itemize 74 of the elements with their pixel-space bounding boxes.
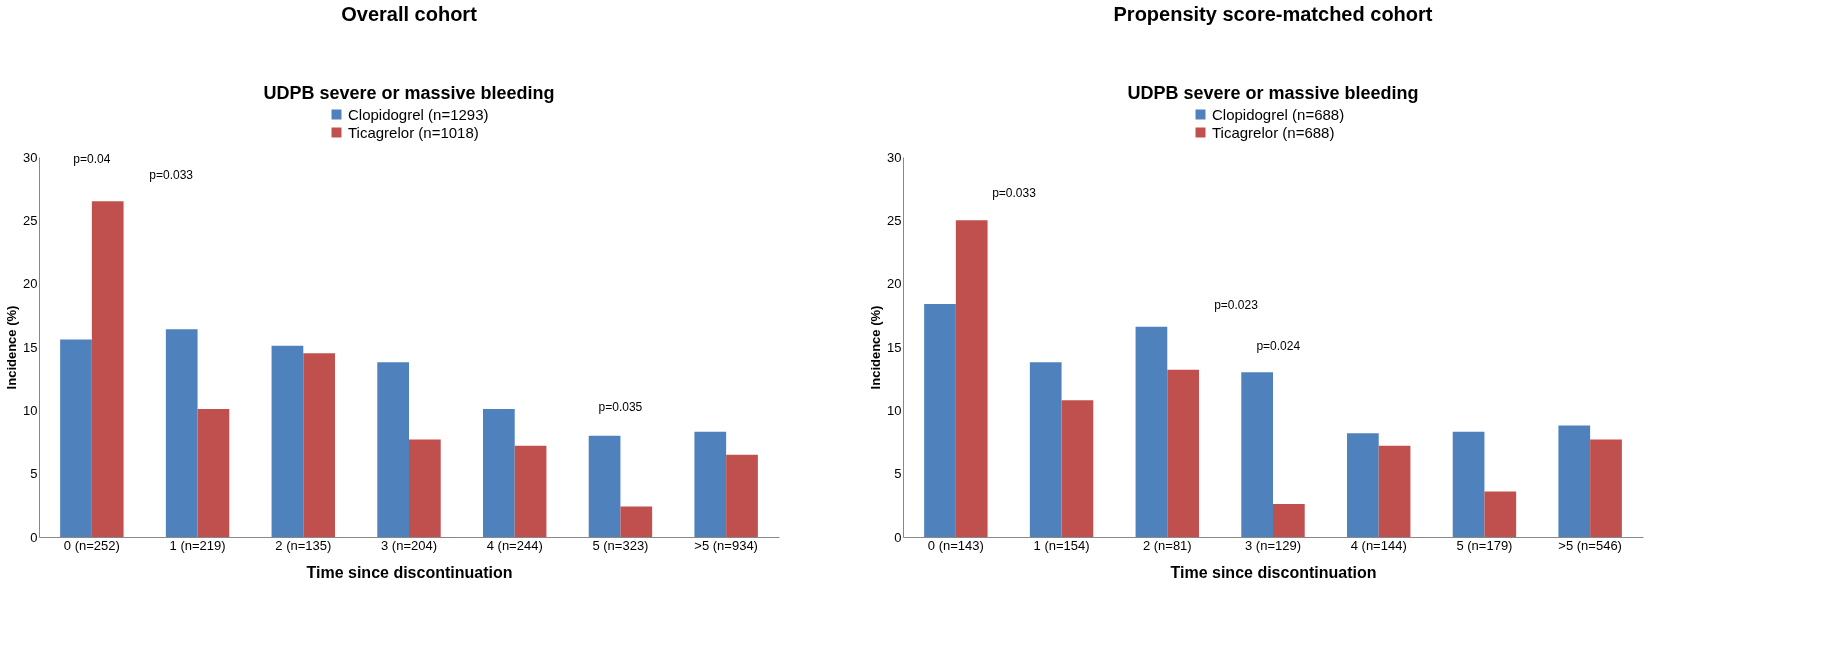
y-tick-label: 20 [23, 276, 38, 292]
y-axis-title: Incidence (%) [4, 305, 20, 390]
bar [1135, 326, 1168, 537]
y-tick-label: 15 [887, 339, 902, 355]
legend-label: Ticagrelor (n=688) [1212, 123, 1335, 141]
legend-label: Ticagrelor (n=1018) [348, 123, 479, 141]
bar [620, 506, 653, 537]
x-tick-label: 2 (n=135) [275, 537, 332, 553]
bar [924, 303, 956, 537]
x-tick-label: 5 (n=179) [1456, 537, 1513, 553]
y-tick-label: 25 [23, 212, 38, 228]
bar [1452, 431, 1485, 537]
y-tick-label: 10 [887, 402, 902, 418]
x-tick-label: >5 (n=934) [694, 537, 758, 553]
bar [588, 435, 621, 537]
x-tick-label: 1 (n=219) [169, 537, 226, 553]
bar [409, 439, 441, 537]
x-axis-title: Time since discontinuation [1170, 563, 1377, 581]
x-tick-label: 4 (n=244) [486, 537, 543, 553]
bar [1484, 491, 1517, 537]
y-tick-label: 30 [887, 149, 902, 165]
annotation: p=0.033 [149, 168, 194, 182]
annotation: p=0.023 [1214, 298, 1259, 312]
chart-subtitle: UDPB severe or massive bleeding [1127, 83, 1419, 103]
y-tick-label: 5 [30, 466, 38, 482]
bar [197, 409, 230, 537]
x-tick-label: 2 (n=81) [1142, 537, 1192, 553]
bar [483, 409, 515, 537]
bar [694, 431, 727, 537]
bar [1061, 400, 1094, 537]
bar [514, 445, 547, 537]
bar [1558, 425, 1591, 537]
x-tick-label: >5 (n=546) [1558, 537, 1622, 553]
y-tick-label: 10 [23, 402, 38, 418]
bar [60, 339, 92, 537]
y-tick-label: 30 [23, 149, 38, 165]
bar [303, 353, 335, 537]
x-tick-label: 1 (n=154) [1033, 537, 1090, 553]
y-tick-label: 0 [894, 529, 902, 545]
chart-title: Propensity score-matched cohort [1113, 3, 1433, 25]
bar [377, 362, 409, 537]
x-tick-label: 3 (n=129) [1244, 537, 1302, 553]
y-tick-label: 0 [30, 529, 38, 545]
legend-label: Clopidogrel (n=1293) [348, 105, 489, 123]
y-tick-label: 15 [23, 339, 38, 355]
y-axis-title: Incidence (%) [868, 305, 884, 390]
bar [91, 201, 124, 537]
bar [1167, 369, 1199, 537]
bar [1029, 362, 1062, 537]
bar [165, 329, 198, 537]
annotation: p=0.04 [73, 152, 111, 166]
x-tick-label: 0 (n=143) [927, 537, 984, 553]
x-tick-label: 0 (n=252) [63, 537, 120, 553]
chart-title: Overall cohort [341, 3, 478, 25]
annotation: p=0.033 [992, 186, 1037, 200]
bar [726, 454, 758, 537]
legend-label: Clopidogrel (n=688) [1212, 105, 1345, 123]
y-tick-label: 5 [894, 466, 902, 482]
chart-subtitle: UDPB severe or massive bleeding [263, 83, 555, 103]
annotation: p=0.035 [598, 400, 643, 414]
x-tick-label: 3 (n=204) [380, 537, 438, 553]
x-axis-title: Time since discontinuation [306, 563, 513, 581]
y-tick-label: 25 [887, 212, 902, 228]
bar [1590, 439, 1622, 537]
bar [271, 345, 304, 537]
bar [1347, 433, 1379, 537]
bar [1241, 372, 1273, 537]
x-tick-label: 4 (n=144) [1350, 537, 1407, 553]
x-tick-label: 5 (n=323) [592, 537, 649, 553]
bar [1378, 445, 1411, 537]
bar [955, 220, 988, 537]
y-tick-label: 20 [887, 276, 902, 292]
bar [1273, 504, 1305, 537]
annotation: p=0.024 [1256, 339, 1301, 353]
